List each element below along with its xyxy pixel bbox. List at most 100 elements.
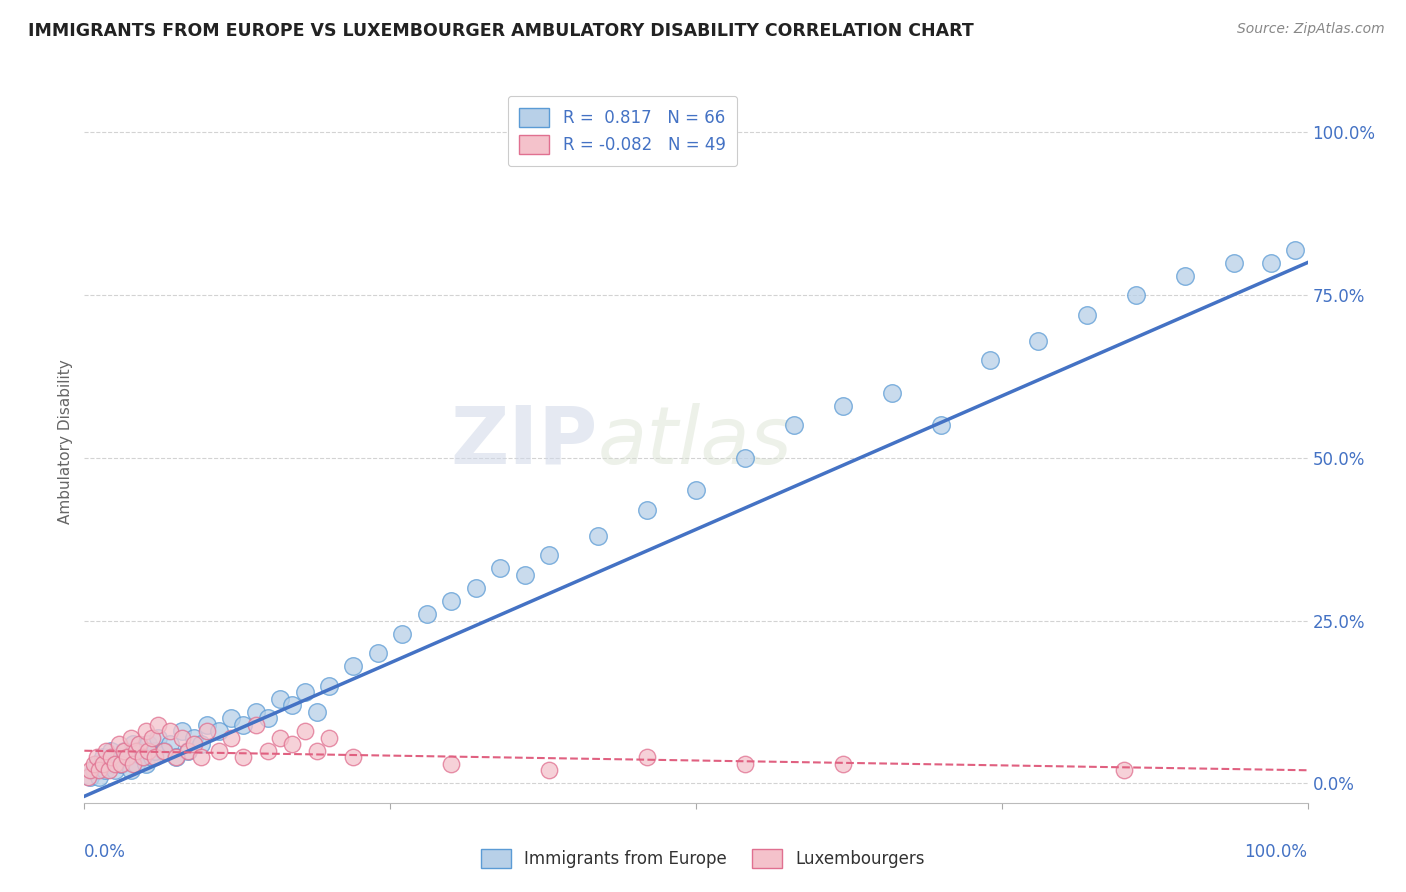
Point <box>208 744 231 758</box>
Point <box>91 750 114 764</box>
Point <box>86 756 108 771</box>
Point <box>586 529 609 543</box>
Point <box>141 731 163 745</box>
Point <box>440 594 463 608</box>
Point <box>1076 308 1098 322</box>
Point <box>190 737 212 751</box>
Point <box>136 737 159 751</box>
Point <box>257 711 280 725</box>
Point <box>831 399 853 413</box>
Point <box>107 737 129 751</box>
Point <box>183 731 205 745</box>
Point <box>165 750 187 764</box>
Point <box>1174 268 1197 283</box>
Point <box>440 756 463 771</box>
Point <box>132 750 155 764</box>
Point <box>136 744 159 758</box>
Point <box>94 764 117 778</box>
Text: IMMIGRANTS FROM EUROPE VS LUXEMBOURGER AMBULATORY DISABILITY CORRELATION CHART: IMMIGRANTS FROM EUROPE VS LUXEMBOURGER A… <box>28 22 974 40</box>
Point <box>831 756 853 771</box>
Point <box>1114 764 1136 778</box>
Point <box>143 744 166 758</box>
Point <box>128 737 150 751</box>
Point <box>245 717 267 731</box>
Point <box>79 764 101 778</box>
Point <box>929 418 952 433</box>
Legend: Immigrants from Europe, Luxembourgers: Immigrants from Europe, Luxembourgers <box>474 842 932 875</box>
Text: 0.0%: 0.0% <box>84 843 127 861</box>
Point <box>91 756 114 771</box>
Point <box>190 750 212 764</box>
Point <box>257 744 280 758</box>
Point <box>636 750 658 764</box>
Legend: R =  0.817   N = 66, R = -0.082   N = 49: R = 0.817 N = 66, R = -0.082 N = 49 <box>508 95 737 166</box>
Point <box>172 731 194 745</box>
Point <box>125 744 148 758</box>
Point <box>685 483 707 498</box>
Point <box>125 756 148 771</box>
Point <box>342 659 364 673</box>
Text: atlas: atlas <box>598 402 793 481</box>
Point <box>219 711 242 725</box>
Point <box>128 744 150 758</box>
Point <box>305 705 328 719</box>
Point <box>1260 255 1282 269</box>
Point <box>83 756 105 771</box>
Point <box>135 724 157 739</box>
Point <box>232 750 254 764</box>
Point <box>87 770 110 784</box>
Point <box>120 731 142 745</box>
Point <box>135 756 157 771</box>
Point <box>281 698 304 713</box>
Point <box>177 744 200 758</box>
Point <box>734 450 756 465</box>
Point <box>183 737 205 751</box>
Text: Source: ZipAtlas.com: Source: ZipAtlas.com <box>1237 22 1385 37</box>
Y-axis label: Ambulatory Disability: Ambulatory Disability <box>58 359 73 524</box>
Point <box>219 731 242 745</box>
Point <box>77 770 100 784</box>
Point <box>122 737 145 751</box>
Point <box>100 744 122 758</box>
Point <box>489 561 512 575</box>
Point <box>342 750 364 764</box>
Point <box>1284 243 1306 257</box>
Point <box>83 764 105 778</box>
Point <box>96 744 118 758</box>
Point <box>104 764 127 778</box>
Point <box>100 750 122 764</box>
Point <box>538 764 561 778</box>
Point <box>97 764 120 778</box>
Point <box>208 724 231 739</box>
Point <box>294 685 316 699</box>
Point <box>143 750 166 764</box>
Point <box>1223 255 1246 269</box>
Point <box>734 756 756 771</box>
Point <box>177 744 200 758</box>
Point <box>79 770 101 784</box>
Point <box>269 731 291 745</box>
Point <box>1028 334 1050 348</box>
Point <box>880 385 903 400</box>
Point <box>783 418 806 433</box>
Point <box>636 503 658 517</box>
Text: 100.0%: 100.0% <box>1244 843 1308 861</box>
Point <box>416 607 439 621</box>
Point <box>112 744 135 758</box>
Point <box>120 764 142 778</box>
Point <box>245 705 267 719</box>
Point <box>104 756 127 771</box>
Point <box>159 737 181 751</box>
Point <box>195 717 218 731</box>
Point <box>153 744 176 758</box>
Point <box>318 679 340 693</box>
Text: ZIP: ZIP <box>451 402 598 481</box>
Point <box>159 724 181 739</box>
Point <box>141 750 163 764</box>
Point <box>979 353 1001 368</box>
Point <box>153 744 176 758</box>
Point <box>232 717 254 731</box>
Point <box>110 756 132 771</box>
Point <box>165 750 187 764</box>
Point <box>87 764 110 778</box>
